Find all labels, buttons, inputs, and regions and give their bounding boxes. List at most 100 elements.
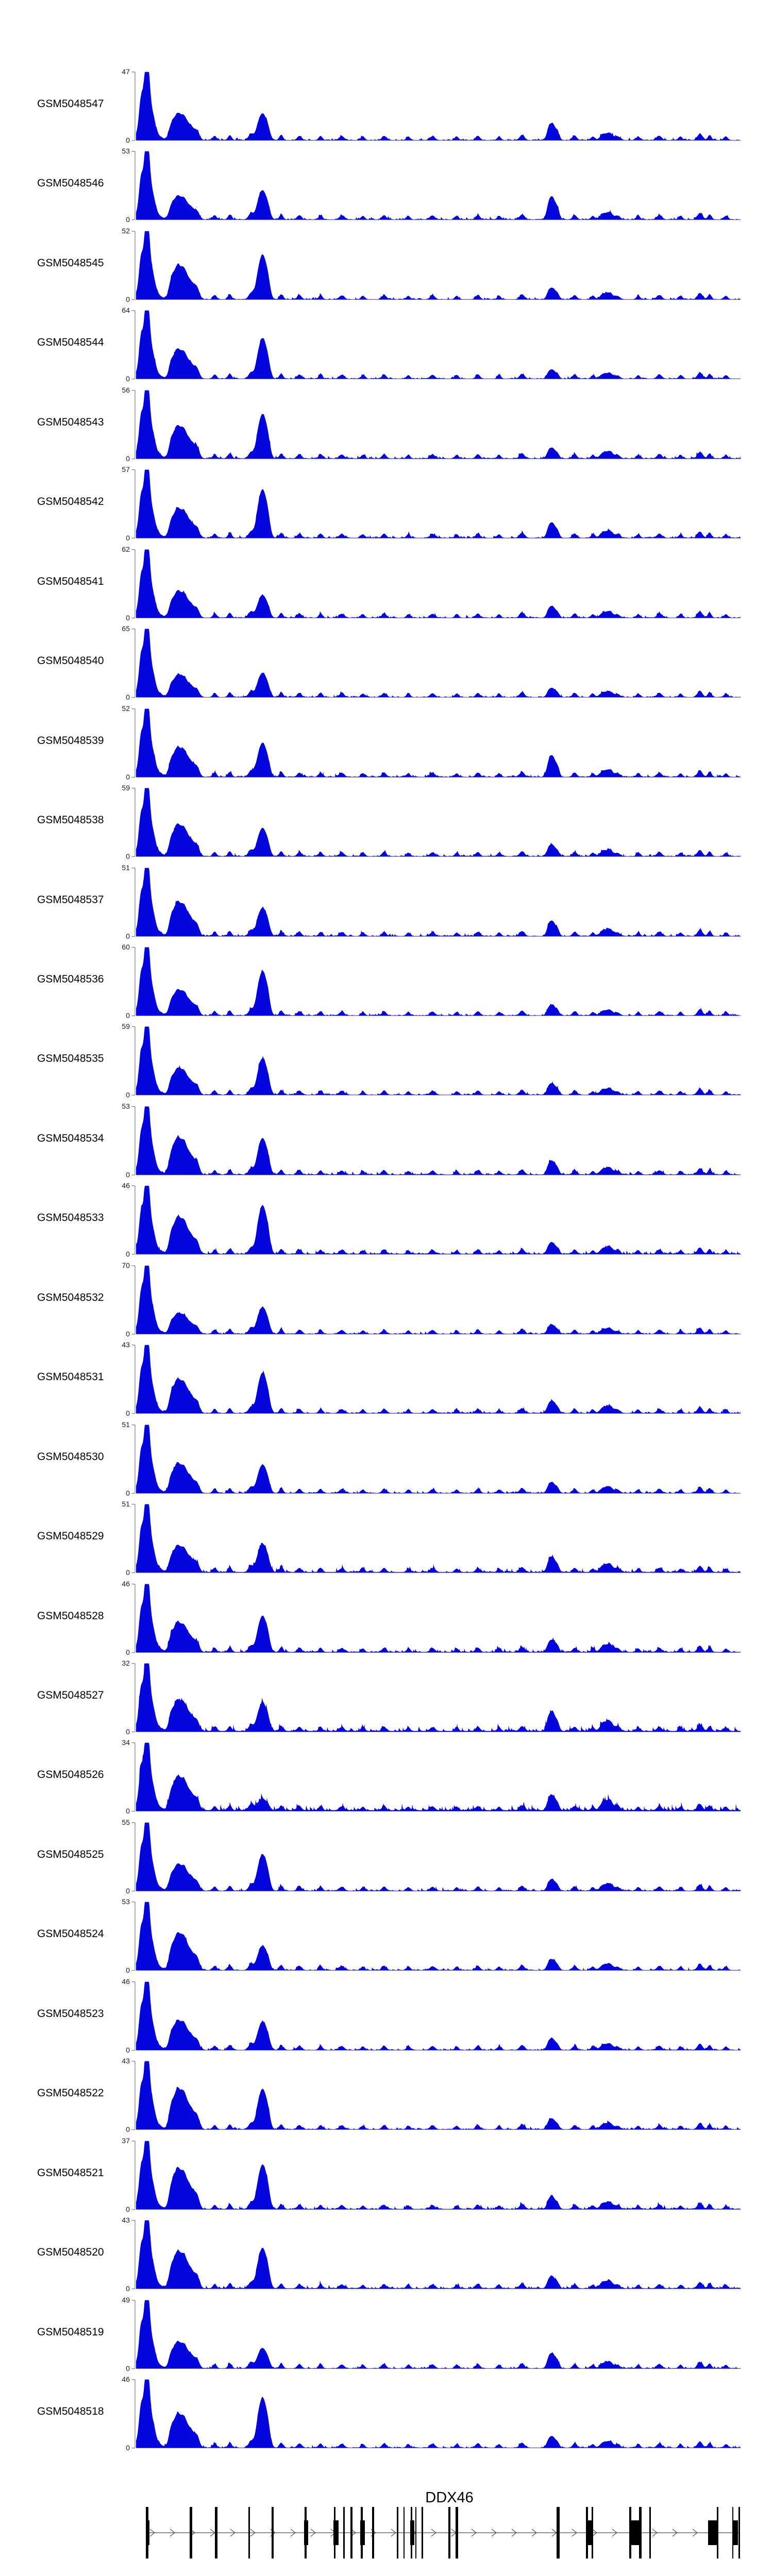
coverage-signal-area <box>136 2141 741 2210</box>
exon-boundary-line <box>404 2507 405 2558</box>
track-zero-label: 0 <box>126 2364 130 2372</box>
track-zero-label: 0 <box>126 1966 130 1974</box>
strand-arrow-icon <box>531 2529 537 2537</box>
track-ymax-label: 46 <box>122 2375 130 2383</box>
track-ymax-label: 49 <box>122 2296 130 2304</box>
track-zero-label: 0 <box>126 1727 130 1736</box>
track-ymax-label: 46 <box>122 1181 130 1190</box>
track-zero-label: 0 <box>126 614 130 622</box>
track-ymax-label: 59 <box>122 784 130 792</box>
coverage-track-plot <box>131 2220 741 2290</box>
track-row: GSM5048529 51 0 <box>0 1500 773 1577</box>
track-sample-label: GSM5048524 <box>37 1928 104 1940</box>
track-ymax-label: 70 <box>122 1261 130 1269</box>
track-row: GSM5048520 43 0 <box>0 2216 773 2293</box>
track-ymax-label: 43 <box>122 2057 130 2065</box>
exon-boundary-line <box>372 2507 374 2558</box>
coverage-track-plot <box>131 1902 741 1971</box>
track-sample-label: GSM5048543 <box>37 416 104 428</box>
track-zero-label: 0 <box>126 693 130 701</box>
coverage-signal-area <box>136 1026 741 1095</box>
track-row: GSM5048538 59 0 <box>0 784 773 860</box>
track-zero-label: 0 <box>126 2444 130 2452</box>
exon-boundary-line <box>272 2507 274 2558</box>
track-zero-label: 0 <box>126 2046 130 2054</box>
exon-box <box>630 2520 641 2545</box>
exon-box <box>146 2520 149 2545</box>
track-zero-label: 0 <box>126 2284 130 2293</box>
track-zero-label: 0 <box>126 1171 130 1179</box>
track-sample-label: GSM5048523 <box>37 2008 104 2020</box>
track-sample-label: GSM5048539 <box>37 735 104 747</box>
coverage-track-plot <box>131 1265 741 1335</box>
track-ymax-label: 59 <box>122 1022 130 1030</box>
track-zero-label: 0 <box>126 1489 130 1497</box>
track-row: GSM5048536 60 0 <box>0 943 773 1020</box>
gene-name-label: DDX46 <box>425 2489 474 2506</box>
track-ymax-label: 56 <box>122 386 130 394</box>
exon-boundary-line <box>649 2507 651 2558</box>
strand-arrow-icon <box>612 2529 617 2537</box>
strand-arrow-icon <box>310 2529 316 2537</box>
track-sample-label: GSM5048545 <box>37 257 104 269</box>
strand-arrow-icon <box>471 2529 477 2537</box>
track-ymax-label: 52 <box>122 227 130 235</box>
coverage-track-plot <box>131 1742 741 1812</box>
track-sample-label: GSM5048537 <box>37 894 104 906</box>
strand-arrow-icon <box>431 2529 436 2537</box>
track-row: GSM5048521 37 0 <box>0 2137 773 2213</box>
strand-arrow-icon <box>572 2529 577 2537</box>
coverage-track-plot <box>131 231 741 300</box>
strand-arrow-icon <box>652 2529 658 2537</box>
track-zero-label: 0 <box>126 773 130 781</box>
coverage-track-plot <box>131 310 741 380</box>
exon-boundary-line <box>738 2507 740 2558</box>
track-row: GSM5048528 46 0 <box>0 1580 773 1656</box>
track-row: GSM5048519 49 0 <box>0 2296 773 2372</box>
coverage-track-plot <box>131 1106 741 1176</box>
track-zero-label: 0 <box>126 1409 130 1417</box>
track-row: GSM5048544 64 0 <box>0 306 773 383</box>
exon-box <box>410 2520 414 2545</box>
coverage-track-plot <box>131 549 741 619</box>
coverage-track-plot <box>131 72 741 141</box>
coverage-signal-area <box>136 788 741 857</box>
strand-arrow-icon <box>391 2529 396 2537</box>
coverage-signal-area <box>136 1185 741 1255</box>
strand-arrow-icon <box>230 2529 236 2537</box>
track-row: GSM5048523 46 0 <box>0 1977 773 2054</box>
track-zero-label: 0 <box>126 1250 130 1258</box>
track-row: GSM5048526 34 0 <box>0 1738 773 1815</box>
track-row: GSM5048537 51 0 <box>0 863 773 940</box>
coverage-signal-area <box>136 708 741 777</box>
exon-boundary-line <box>557 2507 560 2558</box>
strand-arrow-icon <box>592 2529 597 2537</box>
exon-boundary-line <box>592 2507 593 2558</box>
track-zero-label: 0 <box>126 932 130 940</box>
coverage-signal-area <box>136 868 741 937</box>
track-zero-label: 0 <box>126 1887 130 1895</box>
track-sample-label: GSM5048531 <box>37 1371 104 1383</box>
track-row: GSM5048524 53 0 <box>0 1897 773 1974</box>
track-sample-label: GSM5048533 <box>37 1212 104 1224</box>
exon-box <box>708 2520 717 2545</box>
track-ymax-label: 53 <box>122 147 130 155</box>
track-zero-label: 0 <box>126 1330 130 1338</box>
track-ymax-label: 43 <box>122 1341 130 1349</box>
coverage-signal-area <box>136 1425 741 1494</box>
coverage-track-plot <box>131 1504 741 1573</box>
track-ymax-label: 46 <box>122 1977 130 1986</box>
strand-arrow-icon <box>149 2529 155 2537</box>
track-sample-label: GSM5048534 <box>37 1132 104 1144</box>
exon-boundary-line <box>350 2507 352 2558</box>
coverage-signal-area <box>136 1504 741 1573</box>
track-row: GSM5048525 55 0 <box>0 1818 773 1895</box>
coverage-track-plot <box>131 1822 741 1892</box>
track-ymax-label: 43 <box>122 2216 130 2224</box>
exon-boundary-line <box>343 2507 345 2558</box>
exon-box <box>333 2520 339 2545</box>
track-ymax-label: 51 <box>122 863 130 872</box>
coverage-track-plot <box>131 708 741 778</box>
coverage-signal-area <box>136 390 741 459</box>
